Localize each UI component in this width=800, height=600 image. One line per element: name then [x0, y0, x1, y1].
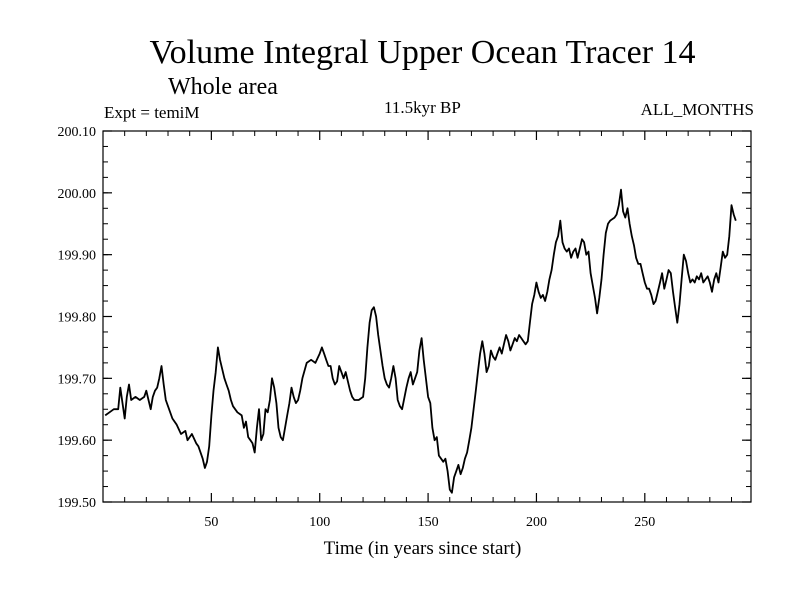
y-tick-label: 199.60 [58, 434, 97, 449]
plot-frame [102, 130, 752, 503]
y-tick-label: 199.50 [58, 496, 97, 511]
y-tick-label: 199.80 [58, 311, 97, 326]
chart-title: Volume Integral Upper Ocean Tracer 14 [149, 34, 696, 71]
chart-subtitle: Whole area [168, 74, 278, 100]
period-label: 11.5kyr BP [384, 98, 461, 117]
y-tick-label: 199.90 [58, 249, 97, 264]
y-tick-label: 200.00 [58, 187, 97, 202]
x-tick-label: 250 [634, 515, 655, 530]
ticks-layer: 199.50 199.60 199.70 199.80 199.90 200.00 200.… [58, 125, 751, 530]
x-tick-label: 200 [526, 515, 547, 530]
experiment-label: Expt = temiM [104, 103, 200, 122]
x-tick-label: 100 [309, 515, 330, 530]
y-tick-label: 200.10 [58, 125, 97, 140]
x-tick-label: 150 [418, 515, 439, 530]
y-tick-label: 199.70 [58, 372, 97, 387]
x-tick-label: 50 [204, 515, 218, 530]
series-line [104, 188, 737, 494]
x-axis-label: Time (in years since start) [323, 538, 522, 559]
months-label: ALL_MONTHS [640, 100, 754, 119]
